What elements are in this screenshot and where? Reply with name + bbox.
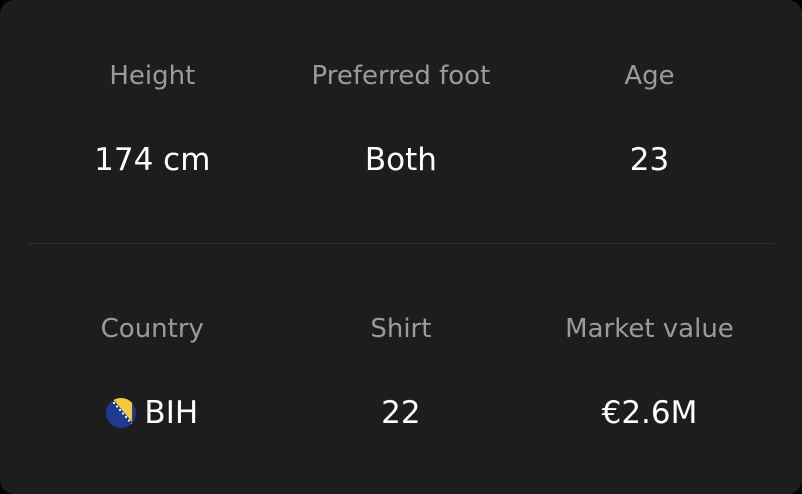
stat-height: Height 174 cm bbox=[28, 58, 277, 180]
stats-row-bottom: Country bbox=[28, 311, 774, 433]
stat-label-shirt: Shirt bbox=[370, 314, 432, 344]
stat-label-preferred-foot: Preferred foot bbox=[311, 61, 491, 91]
stat-value-country-wrap[interactable]: BIH bbox=[28, 393, 277, 433]
stat-label-market-value: Market value bbox=[565, 314, 734, 344]
bosnia-herzegovina-flag-icon bbox=[106, 398, 137, 428]
section-divider bbox=[28, 243, 774, 244]
stat-value-age: 23 bbox=[629, 142, 670, 178]
stats-row-top: Height 174 cm Preferred foot Both Age 23 bbox=[28, 58, 774, 180]
stat-market-value: Market value €2.6M bbox=[525, 311, 774, 433]
stat-value-preferred-foot: Both bbox=[364, 142, 437, 178]
stat-shirt: Shirt 22 bbox=[277, 311, 526, 433]
stat-value-height: 174 cm bbox=[94, 142, 211, 178]
stat-value-country[interactable]: BIH bbox=[144, 395, 199, 431]
stat-label-age: Age bbox=[624, 61, 675, 91]
stat-label-country: Country bbox=[100, 314, 204, 344]
stat-value-shirt: 22 bbox=[381, 395, 421, 431]
stat-label-height: Height bbox=[109, 61, 196, 91]
stat-preferred-foot: Preferred foot Both bbox=[277, 58, 526, 180]
stat-age: Age 23 bbox=[525, 58, 774, 180]
stat-country: Country bbox=[28, 311, 277, 433]
stat-value-market-value: €2.6M bbox=[601, 395, 698, 431]
